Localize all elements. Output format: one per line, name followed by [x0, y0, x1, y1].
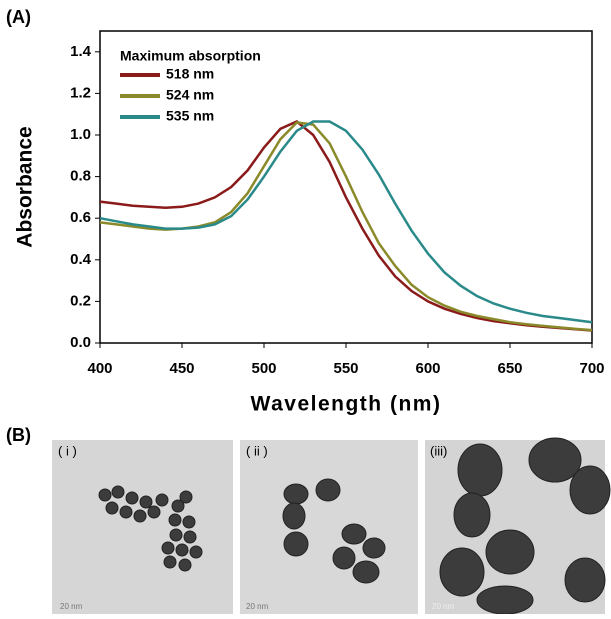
y-tick-label: 0.2	[70, 292, 91, 309]
line-series	[99, 120, 593, 324]
tem-image: ( i ) 20 nm	[52, 440, 233, 614]
y-tick-label: 1.2	[70, 84, 91, 101]
x-tick-label: 600	[415, 360, 440, 377]
y-tick-label: 0.8	[70, 168, 91, 185]
x-tick-label: 650	[497, 360, 522, 377]
y-tick-label: 0.0	[70, 334, 91, 351]
y-axis-label: Absorbance	[14, 126, 37, 247]
x-tick-label: 700	[579, 360, 604, 377]
y-tick-label: 0.4	[70, 251, 92, 268]
legend-label: 518 nm	[166, 66, 214, 82]
y-tick-label: 1.4	[70, 43, 92, 60]
x-tick-label: 400	[87, 360, 112, 377]
panel-label: (A)	[6, 7, 31, 27]
x-axis-label: Wavelength (nm)	[251, 393, 442, 416]
image-label: ( ii )	[246, 443, 268, 458]
y-tick-label: 0.6	[70, 209, 91, 226]
scale-label: 20 nm	[246, 602, 269, 611]
x-tick-label: 550	[333, 360, 358, 377]
line-series	[99, 121, 593, 332]
scale-label: 20 nm	[432, 602, 455, 611]
legend-title: Maximum absorption	[120, 48, 261, 64]
image-label: (iii)	[430, 443, 447, 458]
panel-label: (B)	[6, 425, 31, 445]
tem-image: ( ii ) 20 nm	[240, 440, 418, 614]
tem-image: (iii) 20 nm	[425, 437, 611, 615]
x-tick-label: 500	[251, 360, 276, 377]
line-series	[99, 120, 593, 332]
legend-label: 535 nm	[166, 108, 214, 124]
legend-label: 524 nm	[166, 87, 214, 103]
y-tick-label: 1.0	[70, 126, 91, 143]
scale-label: 20 nm	[60, 602, 83, 611]
image-label: ( i )	[58, 443, 77, 458]
x-tick-label: 450	[169, 360, 194, 377]
